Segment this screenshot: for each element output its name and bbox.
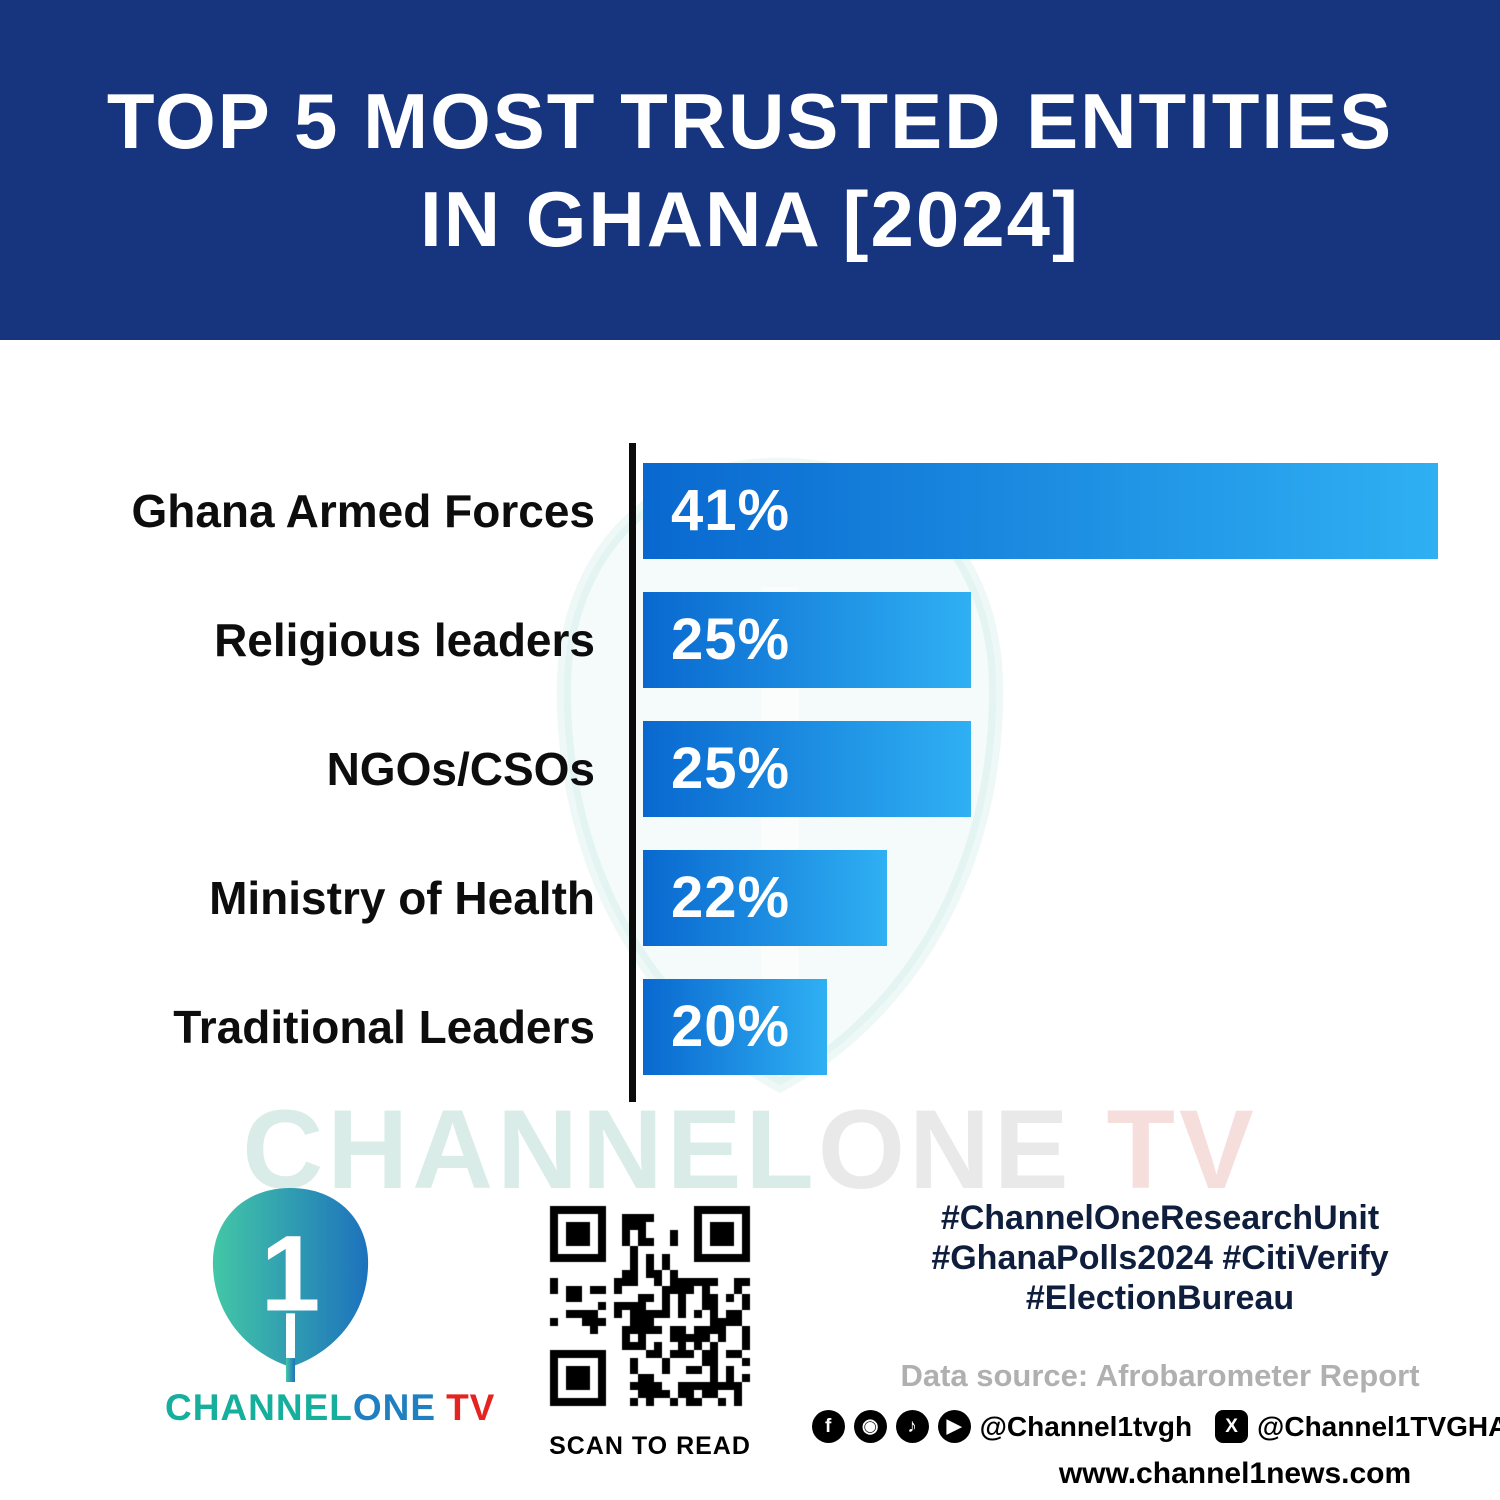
bar: 22%	[643, 849, 887, 946]
hashtag-line-2: #GhanaPolls2024 #CitiVerify	[931, 1239, 1389, 1277]
bar-value-label: 22%	[671, 865, 791, 930]
website-url: www.channel1news.com	[1058, 1457, 1412, 1490]
footer-info-column: #ChannelOneResearchUnit #GhanaPolls2024 …	[811, 1198, 1500, 1491]
data-source-note: Data source: Afrobarometer Report	[900, 1358, 1420, 1393]
bar: 41%	[643, 462, 1438, 559]
bar-row: Religious leaders 25%	[0, 575, 1500, 704]
qr-code	[544, 1200, 756, 1412]
bar-label: Traditional Leaders	[173, 1000, 595, 1053]
hashtag-line-1: #ChannelOneResearchUnit	[940, 1199, 1380, 1237]
bar-value-label: 41%	[671, 478, 791, 543]
social-handle-main: @Channel1tvgh	[979, 1410, 1193, 1442]
bar-row: Ministry of Health 22%	[0, 833, 1500, 962]
youtube-icon: ▶	[937, 1410, 971, 1443]
wordmark-one: ONE	[352, 1387, 437, 1428]
channel-one-wordmark: CHANNELONE TV	[165, 1387, 494, 1429]
page-title-line-1: TOP 5 MOST TRUSTED ENTITIES	[106, 77, 1394, 165]
page-title-line-2: IN GHANA [2024]	[420, 175, 1080, 263]
bar-value-label: 25%	[671, 607, 791, 672]
hashtags-block: #ChannelOneResearchUnit #GhanaPolls2024 …	[880, 1198, 1440, 1318]
channelone-text-watermark: CHANNELONE TV	[0, 1085, 1500, 1214]
bar: 20%	[643, 978, 827, 1075]
wordmark-tv: TV	[446, 1387, 496, 1428]
bar-label: Religious leaders	[214, 613, 595, 666]
watermark-tv: TV	[1106, 1087, 1258, 1212]
qr-block: SCAN TO READ	[538, 1200, 762, 1461]
bar: 25%	[643, 591, 971, 688]
x-twitter-icon: X	[1215, 1410, 1249, 1443]
bar-row: Ghana Armed Forces 41%	[0, 446, 1500, 575]
watermark-channel: CHANNEL	[242, 1087, 818, 1212]
channel-one-logo-block: 1 CHANNELONE TV	[165, 1182, 494, 1429]
bar: 25%	[643, 720, 971, 817]
bar-label: Ghana Armed Forces	[131, 484, 595, 537]
header-banner: TOP 5 MOST TRUSTED ENTITIES IN GHANA [20…	[0, 0, 1500, 340]
instagram-icon: ◉	[853, 1410, 887, 1443]
bar-value-label: 25%	[671, 736, 791, 801]
watermark-one: ONE	[817, 1087, 1073, 1212]
chart-axis-line	[629, 443, 636, 1102]
bar-label: Ministry of Health	[209, 871, 595, 924]
bar-chart: Ghana Armed Forces 41% Religious leaders…	[0, 446, 1500, 1091]
qr-caption: SCAN TO READ	[549, 1432, 751, 1460]
facebook-icon: f	[811, 1410, 845, 1443]
bar-row: Traditional Leaders 20%	[0, 962, 1500, 1091]
logo-digit: 1	[260, 1213, 320, 1333]
channel-one-logo-icon: 1	[212, 1187, 368, 1382]
social-handle-x: @Channel1TVGHA	[1257, 1410, 1500, 1442]
tiktok-icon: ♪	[895, 1410, 929, 1443]
bar-value-label: 20%	[671, 994, 791, 1059]
bar-label: NGOs/CSOs	[326, 742, 595, 795]
bar-row: NGOs/CSOs 25%	[0, 704, 1500, 833]
hashtag-line-3: #ElectionBureau	[1025, 1279, 1295, 1317]
wordmark-channel: CHANNEL	[165, 1387, 353, 1428]
social-row: f ◉ ♪ ▶ @Channel1tvgh X @Channel1TVGHA	[811, 1410, 1500, 1443]
